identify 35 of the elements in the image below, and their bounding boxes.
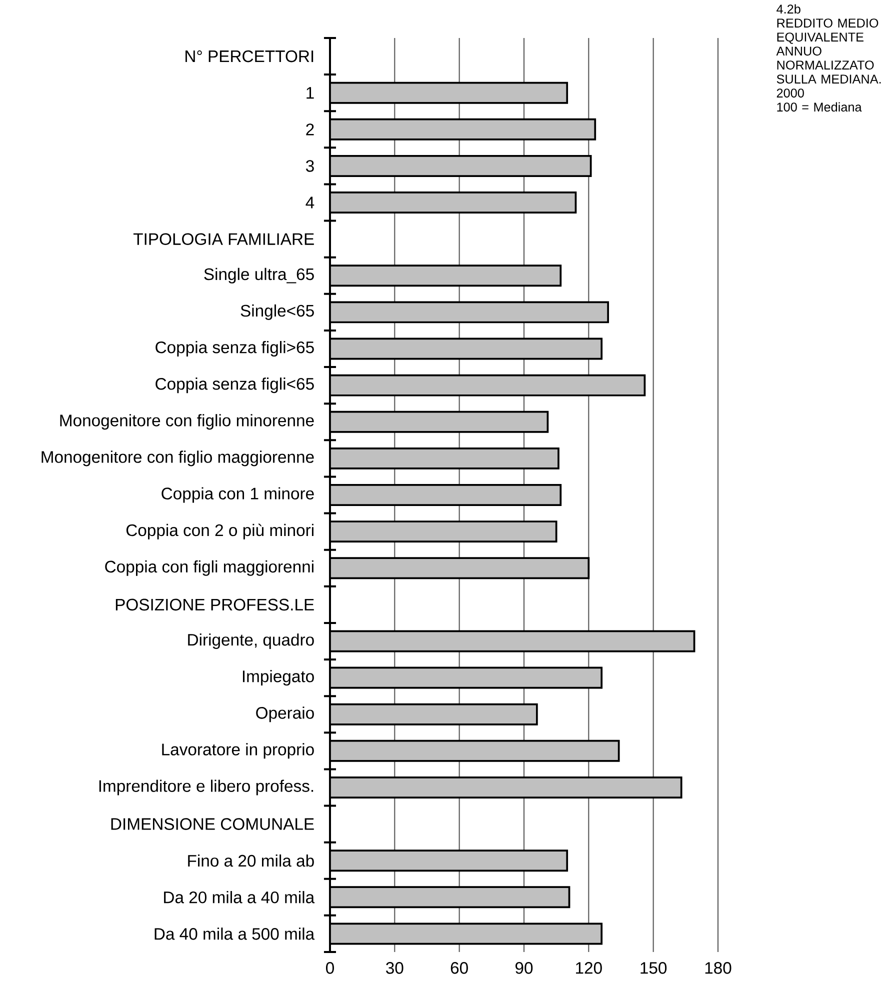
y-tick-label: N° PERCETTORI [186, 50, 314, 62]
x-tick-label: 60 [450, 962, 468, 974]
x-tick-label: 180 [705, 962, 732, 974]
y-tick-label: POSIZIONE PROFESS.LE [116, 598, 314, 611]
y-tick-label: Fino a 20 mila ab [188, 854, 314, 867]
x-tick-label: 90 [515, 962, 533, 974]
y-tick-label: 2 [306, 124, 314, 136]
x-tick-label: 30 [386, 962, 404, 974]
y-tick-label: Coppia con 1 minore [162, 487, 314, 503]
y-tick-label: Da 40 mila a 500 mila [154, 928, 315, 940]
x-tick-label: 0 [326, 962, 334, 974]
x-tick-label: 150 [640, 962, 667, 974]
y-tick-label: 4 [306, 196, 314, 208]
y-tick-label: Monogenitore con figlio minorenne [60, 414, 314, 430]
y-tick-label: Single ultra_65 [204, 268, 314, 284]
text: 4.2b [776, 4, 800, 14]
y-tick-label: Operaio [256, 706, 314, 722]
y-tick-label: Single<65 [240, 304, 314, 320]
y-tick-label: Da 20 mila a 40 mila [164, 891, 315, 904]
y-tick-label: Monogenitore con figlio maggiorenne [42, 450, 314, 466]
y-tick-label: TIPOLOGIA FAMILIARE [133, 233, 314, 245]
y-tick-label: Impiegato [242, 670, 314, 686]
text: 100 = Mediana [777, 102, 862, 112]
y-tick-label: Dirigente, quadro [188, 633, 314, 649]
y-tick-label: 3 [306, 160, 314, 172]
y-tick-label: Coppia con figli maggiorenni [105, 560, 314, 576]
text: REDDITO MEDIO EQUIVALENTE ANNUO NORMALIZZATO SULLA MEDIANA. 2000 [776, 18, 881, 98]
y-tick-label: 1 [306, 87, 314, 99]
y-tick-label: Coppia senza figli>65 [156, 340, 314, 357]
y-tick-label: DIMENSIONE COMUNALE [111, 818, 314, 830]
y-tick-label: Imprenditore e libero profess. [99, 780, 314, 796]
y-tick-label: Coppia con 2 o più minori [126, 524, 314, 540]
x-tick-label: 120 [576, 962, 602, 974]
y-tick-label: Lavoratore in proprio [162, 743, 314, 759]
y-tick-label: Coppia senza figli<65 [156, 378, 314, 394]
